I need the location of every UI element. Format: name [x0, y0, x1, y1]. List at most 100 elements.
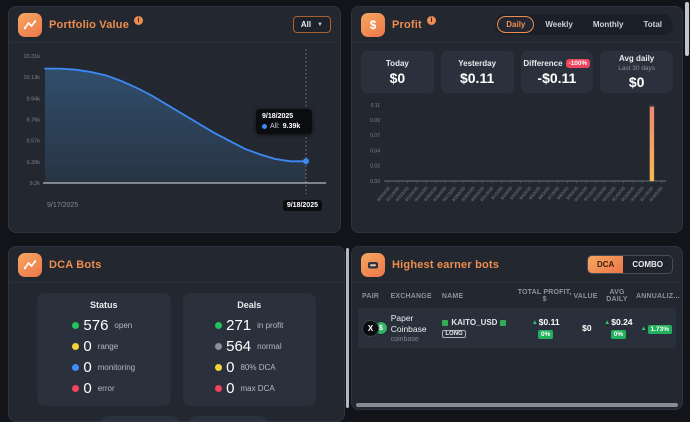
panel-title: Portfolio Value — [49, 19, 129, 31]
metric-row-80-dca: 0 80% DCA — [215, 359, 283, 376]
stat-label: Yesterday — [458, 59, 496, 68]
metric-label: monitoring — [98, 363, 135, 372]
coin-badge-icon — [442, 320, 448, 326]
yellow-dot-icon — [72, 343, 79, 350]
metric-value: 0 — [83, 338, 91, 355]
svg-text:0.07: 0.07 — [370, 133, 380, 139]
base-coin-icon: X — [362, 320, 379, 337]
metric-row-monitoring: 0 monitoring — [72, 359, 135, 376]
dca-header: DCA Bots — [9, 247, 344, 283]
column-header-total-profit-: TOTAL PROFIT, $ — [516, 289, 573, 303]
avg-daily-value: ▲$0.24 — [599, 317, 637, 327]
svg-text:10.31k: 10.31k — [23, 54, 40, 60]
annualized-percent-badge: 1.73% — [648, 325, 672, 334]
total-profit-value: ▲$0.11 — [517, 317, 574, 327]
info-icon[interactable]: i — [427, 16, 436, 25]
tooltip-row: All: 9.39k — [262, 123, 306, 130]
deals-card-title: Deals — [183, 300, 317, 310]
tab-weekly[interactable]: Weekly — [536, 16, 581, 33]
value-cell: $0 — [574, 323, 599, 333]
metric-value: 0 — [83, 359, 91, 376]
panel-title: DCA Bots — [49, 259, 102, 271]
panel-vertical-scrollbar[interactable] — [346, 248, 349, 408]
metric-label: 80% DCA — [240, 363, 275, 372]
svg-text:9.2k: 9.2k — [30, 181, 41, 187]
up-arrow-icon: ▲ — [604, 320, 610, 326]
exchange-name-line1: Paper — [391, 313, 443, 324]
metric-label: range — [98, 342, 118, 351]
metric-value: 0 — [226, 359, 234, 376]
trend-chart-icon — [18, 253, 42, 277]
panel-title: Profit — [392, 19, 422, 31]
range-dropdown[interactable]: All ▼ — [293, 16, 331, 33]
svg-text:0.04: 0.04 — [370, 148, 380, 154]
green-dot-icon — [72, 322, 79, 329]
column-header-exchange: EXCHANGE — [391, 293, 442, 300]
profit-amount: $0.11 — [539, 317, 560, 327]
info-icon[interactable]: i — [134, 16, 143, 25]
page-scrollbar-thumb[interactable] — [685, 2, 689, 56]
toggle-combo[interactable]: COMBO — [623, 256, 672, 273]
tab-total[interactable]: Total — [634, 16, 671, 33]
blue-dot-icon — [72, 364, 79, 371]
stat-card-yesterday: Yesterday $0.11 — [441, 51, 514, 93]
metric-value: 0 — [83, 380, 91, 397]
stat-value: $0 — [390, 70, 406, 86]
page-scrollbar — [685, 0, 689, 414]
bot-icon — [361, 253, 385, 277]
chart-tooltip: 9/18/2025 All: 9.39k — [256, 109, 312, 134]
avg-daily-amount: $0.24 — [611, 317, 632, 327]
dca-summary-row: Unrealized P&L $26.9 Total Profit $0.11 — [9, 406, 344, 422]
column-header-pair: PAIR — [362, 293, 391, 300]
metric-value: 576 — [83, 317, 108, 334]
tab-monthly[interactable]: Monthly — [584, 16, 633, 33]
horizontal-scrollbar[interactable] — [356, 403, 678, 407]
annualized-cell: ▲1.73% — [638, 322, 672, 334]
red-dot-icon — [215, 385, 222, 392]
stat-value: -$0.11 — [537, 70, 576, 86]
column-header-value: VALUE — [573, 293, 598, 300]
stat-label-row: Avg daily — [619, 54, 654, 63]
panel-title: Highest earner bots — [392, 259, 499, 271]
toggle-dca[interactable]: DCA — [588, 256, 623, 273]
column-header-annualiz-: ANNUALIZ... — [636, 293, 672, 300]
pair-cell: X$ — [362, 320, 391, 337]
dollar-icon: $ — [361, 13, 385, 37]
svg-text:0.02: 0.02 — [370, 164, 380, 170]
profit-bar-chart[interactable]: 0.110.090.070.040.020.008/20/20258/21/20… — [360, 99, 674, 217]
stat-label: Difference — [523, 59, 562, 68]
total-profit-card: Total Profit $0.11 — [189, 416, 267, 422]
metric-value: 0 — [226, 380, 234, 397]
svg-text:0.09: 0.09 — [370, 118, 380, 124]
column-header-avg-daily: AVG DAILY — [598, 289, 636, 303]
svg-text:9.76k: 9.76k — [27, 118, 41, 124]
svg-text:9.57k: 9.57k — [27, 139, 41, 145]
green-dot-icon — [215, 322, 222, 329]
side-badge: LONG — [442, 330, 465, 338]
stat-card-today: Today$0 — [361, 51, 434, 93]
tab-daily[interactable]: Daily — [497, 16, 534, 33]
stat-sublabel: Last 30 days — [618, 65, 655, 72]
stat-value: $0.11 — [460, 70, 494, 86]
coin-badge-icon — [500, 320, 506, 326]
